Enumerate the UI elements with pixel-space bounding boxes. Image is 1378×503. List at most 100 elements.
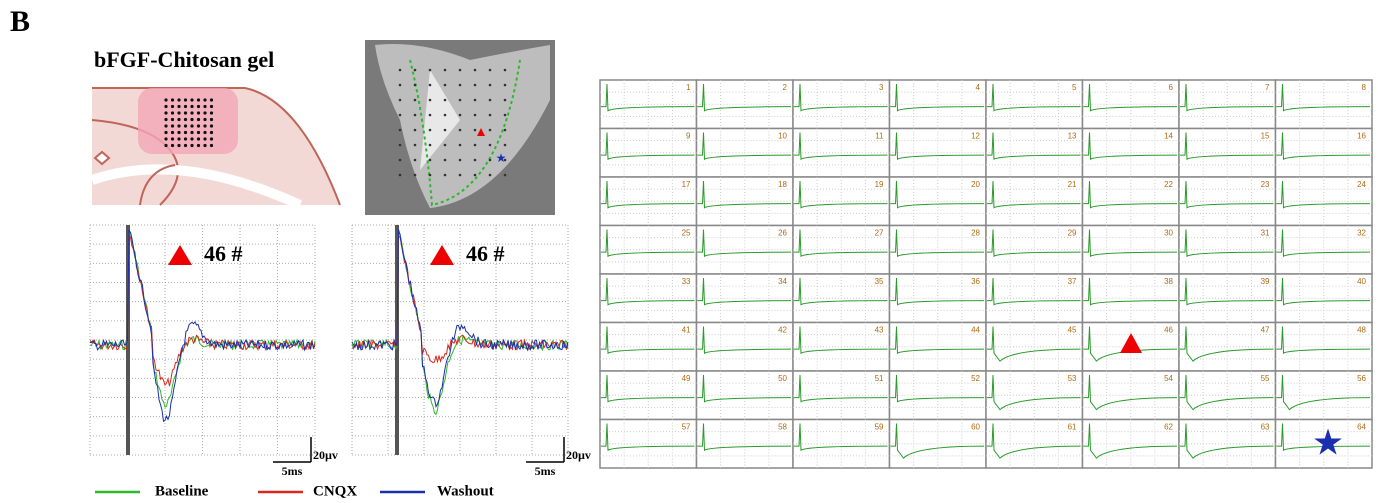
channel-trace <box>1180 83 1274 112</box>
electrode <box>196 137 201 141</box>
channel-trace <box>1276 180 1371 209</box>
electrode <box>164 117 168 122</box>
channel-trace <box>1083 180 1178 209</box>
channel-trace <box>1276 83 1371 112</box>
electrode <box>443 83 447 87</box>
channel-cell: 55 <box>1178 370 1277 421</box>
channel-cell: 22 <box>1081 176 1180 227</box>
channel-cell: 37 <box>985 273 1084 324</box>
channel-trace <box>1276 423 1371 452</box>
channel-cell: 60 <box>888 418 987 469</box>
channel-cell: 57 <box>599 418 698 469</box>
channel-number: 62 <box>1164 423 1173 432</box>
channel-number: 52 <box>971 374 980 383</box>
electrode <box>177 117 181 122</box>
channel-number: 63 <box>1261 423 1270 432</box>
channel-number: 26 <box>778 229 787 238</box>
electrode <box>503 98 507 102</box>
electrode <box>196 104 201 109</box>
channel-trace <box>601 374 695 403</box>
channel-trace <box>794 423 888 452</box>
marker-triangle <box>430 245 454 265</box>
trace <box>351 229 569 409</box>
electrode <box>488 158 492 162</box>
channel-trace <box>697 423 792 452</box>
channel-cell: 28 <box>888 224 987 275</box>
channel-cell: 1 <box>599 79 698 130</box>
electrode <box>503 158 507 162</box>
electrode <box>413 113 417 117</box>
channel-cell: 36 <box>888 273 987 324</box>
channel-cell: 49 <box>599 370 698 421</box>
channel-trace <box>697 277 792 306</box>
trace <box>351 233 569 416</box>
channel-trace <box>987 229 1081 258</box>
channel-cell: 51 <box>792 370 891 421</box>
electrode <box>170 111 175 115</box>
electrode <box>183 117 188 122</box>
channel-trace <box>601 83 695 112</box>
channel-trace <box>1276 132 1371 161</box>
channel-cell: 61 <box>985 418 1084 469</box>
electrode <box>177 137 181 141</box>
channel-trace <box>794 374 888 403</box>
channel-number: 51 <box>875 374 884 383</box>
electrode <box>458 173 462 177</box>
channel-cell: 50 <box>695 370 794 421</box>
channel-number: 1 <box>686 83 691 92</box>
channel-cell: 15 <box>1178 127 1277 178</box>
channel-trace <box>601 229 695 258</box>
electrode <box>398 158 402 162</box>
electrode <box>203 98 207 102</box>
electrode <box>398 83 402 87</box>
electrode <box>488 128 492 132</box>
channel-number: 24 <box>1357 180 1366 189</box>
electrode <box>164 111 168 115</box>
channel-number: 44 <box>971 326 980 335</box>
channel-number: 6 <box>1169 83 1174 92</box>
channel-trace <box>1180 132 1274 161</box>
electrode <box>473 143 477 147</box>
channel-cell: 5 <box>985 79 1084 130</box>
channel-trace <box>794 326 888 355</box>
channel-cell: 45 <box>985 321 1084 372</box>
channel-number: 54 <box>1164 374 1173 383</box>
channel-number: 41 <box>682 326 691 335</box>
electrode <box>398 68 402 72</box>
brain-schematic <box>90 86 342 210</box>
channel-number: 61 <box>1068 423 1077 432</box>
electrode <box>443 68 447 72</box>
electrode <box>443 173 447 177</box>
channel-cell: 21 <box>985 176 1084 227</box>
channel-trace <box>601 180 695 209</box>
electrode <box>428 158 432 162</box>
electrode <box>503 113 507 117</box>
electrode <box>413 83 417 87</box>
channel-trace <box>1180 374 1274 411</box>
channel-cell: 38 <box>1081 273 1180 324</box>
electrode <box>443 158 447 162</box>
electrode <box>473 113 477 117</box>
electrode <box>503 173 507 177</box>
channel-trace <box>987 83 1081 112</box>
electrode <box>428 128 432 132</box>
channel-number: 39 <box>1261 277 1270 286</box>
channel-trace <box>1180 229 1274 258</box>
electrode <box>203 104 207 109</box>
channel-number: 35 <box>875 277 884 286</box>
trace-label: 46 # <box>204 241 243 266</box>
electrode <box>503 83 507 87</box>
electrode <box>170 143 175 148</box>
electrode <box>488 83 492 87</box>
channel-trace <box>890 180 985 209</box>
electrode <box>209 111 214 115</box>
channel-number: 38 <box>1164 277 1173 286</box>
electrode <box>196 117 201 122</box>
channel-cell: 23 <box>1178 176 1277 227</box>
channel-trace <box>1180 277 1274 306</box>
electrode <box>209 104 214 109</box>
channel-trace <box>987 374 1081 411</box>
channel-number: 36 <box>971 277 980 286</box>
scale-x-label: 5ms <box>535 464 556 478</box>
electrode <box>203 143 207 148</box>
